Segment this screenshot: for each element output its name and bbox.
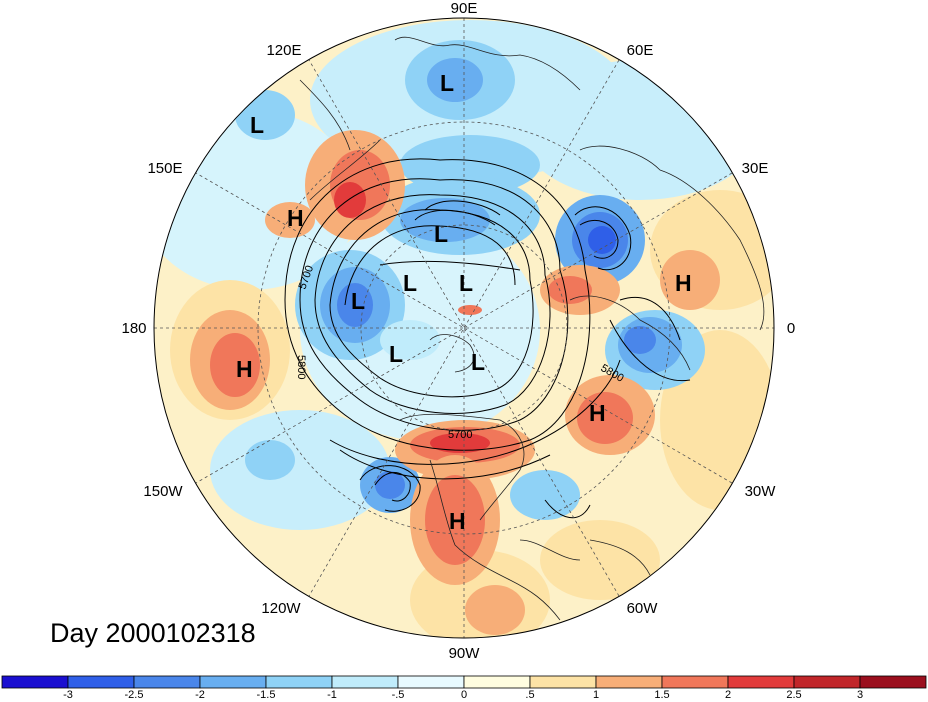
colorbar-tick-label: 2.5: [786, 689, 801, 701]
colorbar-box: [133, 675, 201, 689]
lon-label-120w: 120W: [261, 600, 301, 617]
graticule: [154, 18, 774, 638]
colorbar-box: [331, 675, 399, 689]
colorbar-tick-label: -2.5: [125, 689, 144, 701]
colorbar-tick-label: 2: [725, 689, 731, 701]
lon-label-0: 0: [787, 320, 795, 337]
lon-label-30e: 30E: [742, 160, 769, 177]
pressure-center: L: [351, 288, 365, 314]
lon-label-150w: 150W: [143, 483, 183, 500]
colorbar-box: [727, 675, 795, 689]
pressure-center: L: [440, 70, 454, 96]
lon-label-90e: 90E: [451, 0, 478, 17]
pressure-center: H: [449, 508, 466, 534]
colorbar-tick-label: -1: [327, 689, 337, 701]
colorbar-box: [793, 675, 861, 689]
pressure-center: L: [250, 112, 264, 138]
colorbar-tick-label: -.5: [392, 689, 405, 701]
pressure-center: L: [434, 221, 448, 247]
colorbar-box: [529, 675, 597, 689]
colorbar-tick-label: .5: [525, 689, 534, 701]
lon-label-60w: 60W: [627, 600, 659, 617]
map-border: [153, 17, 775, 639]
contour-label-4: 5700: [448, 429, 472, 441]
colorbar-tick-label: 0: [461, 689, 467, 701]
colorbar-box: [199, 675, 267, 689]
pressure-center: H: [287, 205, 304, 231]
pressure-center: L: [389, 341, 403, 367]
coastlines: [299, 36, 765, 621]
lon-label-60e: 60E: [627, 42, 654, 59]
lon-label-120e: 120E: [266, 42, 301, 59]
pressure-center: H: [675, 270, 692, 296]
colorbar-box: [859, 675, 927, 689]
lon-label-150e: 150E: [147, 160, 182, 177]
colorbar-box: [661, 675, 729, 689]
day-label: Day 2000102318: [50, 618, 256, 648]
colorbar-tick-label: 1: [593, 689, 599, 701]
colorbar-box: [265, 675, 333, 689]
pressure-center: H: [236, 356, 253, 382]
colorbar-tick-label: -1.5: [257, 689, 276, 701]
anomaly-field: [154, 18, 774, 638]
lon-label-90w: 90W: [449, 645, 481, 662]
colorbar-box: [463, 675, 531, 689]
colorbar-box: [397, 675, 465, 689]
colorbar-box: [67, 675, 135, 689]
colorbar-tick-label: -3: [63, 689, 73, 701]
colorbar: -3 -2.5 -2 -1.5 -1 -.5 0 .5 1 1.5 2 2.5 3: [1, 675, 927, 701]
colorbar-tick-label: 1.5: [654, 689, 669, 701]
pressure-centers: L L H L L L L L L H H H H: [236, 70, 692, 534]
pressure-center: L: [403, 270, 417, 296]
colorbar-box: [595, 675, 663, 689]
pressure-center: L: [471, 349, 485, 375]
contour-label-2: 5800: [295, 355, 307, 379]
lon-label-30w: 30W: [745, 483, 777, 500]
longitude-labels: 90E 60E 30E 0 30W 60W 90W 120W 150W 180 …: [121, 0, 795, 662]
pressure-center: L: [459, 270, 473, 296]
lon-label-180: 180: [121, 320, 146, 337]
colorbar-tick-label: -2: [195, 689, 205, 701]
colorbar-tick-label: 3: [857, 689, 863, 701]
pressure-center: H: [589, 400, 606, 426]
colorbar-box: [1, 675, 69, 689]
